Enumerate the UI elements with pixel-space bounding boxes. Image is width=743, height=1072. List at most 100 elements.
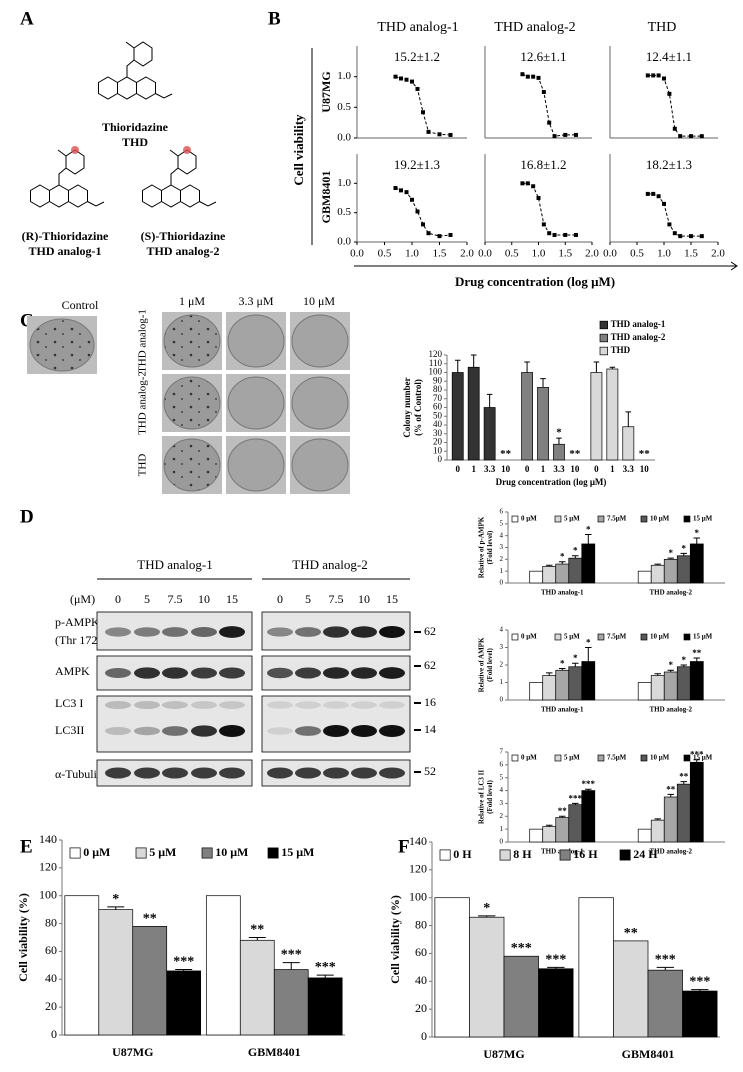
legend-swatch <box>599 320 609 330</box>
x-tick-label: 0.5 <box>505 248 519 260</box>
dish <box>163 438 221 492</box>
y-tick-label: 60 <box>433 402 443 412</box>
band <box>295 726 321 736</box>
error-bar <box>282 962 300 970</box>
dose-label: 7.5 <box>168 592 183 606</box>
bar <box>166 970 202 1036</box>
data-point <box>415 209 420 214</box>
bar <box>578 897 614 1038</box>
dish <box>163 314 221 368</box>
error-bar <box>454 359 461 373</box>
significance: ** <box>500 448 512 460</box>
y-tick-label: 5 <box>500 773 504 781</box>
dose-label: 7.5 <box>329 592 344 606</box>
band <box>134 667 160 679</box>
error-bar <box>470 354 477 368</box>
bar <box>581 790 596 843</box>
band <box>351 767 377 779</box>
bar <box>542 675 557 701</box>
data-point <box>563 232 568 237</box>
band <box>191 767 217 779</box>
y-tick-label: 6 <box>500 760 504 768</box>
band <box>191 627 217 637</box>
legend-label: 0 μM <box>521 515 537 523</box>
significance: ** <box>558 806 568 816</box>
compound-abbr: THD analog-2 <box>146 244 219 258</box>
x-tick-label: 10 <box>570 464 580 474</box>
significance: * <box>586 524 591 534</box>
legend-label: 7.5μM <box>607 633 627 641</box>
band <box>295 767 321 779</box>
band <box>379 701 405 709</box>
data-point <box>415 86 420 91</box>
error-bar <box>248 937 266 941</box>
legend-swatch <box>511 754 519 762</box>
bar <box>663 671 678 701</box>
error-bar <box>656 966 674 971</box>
data-point <box>536 196 541 200</box>
significance: * <box>669 548 674 558</box>
bar <box>538 968 574 1038</box>
x-tick-label: 0 <box>525 464 530 474</box>
significance: *** <box>569 793 583 803</box>
x-tick-label: THD analog-1 <box>541 706 584 714</box>
data-point <box>662 76 666 81</box>
y-tick-label: 3 <box>500 643 504 651</box>
band <box>351 667 377 679</box>
significance: ** <box>639 448 651 460</box>
row-label: THD <box>137 454 149 477</box>
legend-label: 5 μM <box>564 633 580 641</box>
legend-swatch <box>597 515 605 523</box>
legend-swatch <box>267 847 279 859</box>
band <box>162 726 188 736</box>
error-bar <box>545 564 553 567</box>
error-bar <box>558 815 566 818</box>
data-point <box>678 234 683 239</box>
y-tick-label: 2 <box>500 661 504 669</box>
band <box>267 667 293 679</box>
dose-label: 10 μM <box>303 294 335 308</box>
legend-label: 5 μM <box>564 515 580 523</box>
significance: *** <box>582 779 596 789</box>
x-tick-label: 0.0 <box>350 248 364 260</box>
ic50-label: 12.6±1.1 <box>520 49 566 64</box>
data-point <box>672 231 677 236</box>
fit-line <box>522 73 576 137</box>
panel-label: A <box>20 8 34 29</box>
dish <box>227 314 285 368</box>
legend-swatch <box>135 847 147 859</box>
band <box>295 667 321 679</box>
band <box>379 767 405 779</box>
data-point <box>404 190 409 195</box>
data-point <box>547 231 552 236</box>
y-tick-label: 0 <box>438 454 443 464</box>
bar <box>467 366 480 461</box>
y-axis-label: Cell viability <box>291 114 306 186</box>
ic50-label: 19.2±1.3 <box>394 157 440 172</box>
legend-label: THD analog-2 <box>611 332 666 342</box>
data-point <box>552 232 557 237</box>
bar <box>613 940 649 1038</box>
x-tick-label: 0.0 <box>603 248 617 260</box>
panel-label: B <box>268 8 281 29</box>
y-tick-label: 1 <box>500 825 504 833</box>
group-title: THD analog-2 <box>292 557 367 572</box>
row-label: α-Tubulin <box>55 767 103 781</box>
band <box>162 667 188 679</box>
significance: *** <box>689 975 710 990</box>
arrow-head <box>730 261 738 271</box>
bar <box>650 819 665 843</box>
bar <box>650 564 665 584</box>
significance: ** <box>569 448 581 460</box>
panel-label: D <box>20 506 34 527</box>
significance: * <box>669 660 674 670</box>
x-tick-label: 3.3 <box>623 464 635 474</box>
band <box>105 701 131 709</box>
legend-swatch <box>683 515 691 523</box>
significance: *** <box>511 941 532 956</box>
y-axis-label: (Fold level) <box>486 530 494 564</box>
y-tick-label: 0.5 <box>337 101 351 113</box>
y-tick-label: 2 <box>500 812 504 820</box>
legend-label: 10 μM <box>650 515 670 523</box>
data-point <box>689 134 693 139</box>
